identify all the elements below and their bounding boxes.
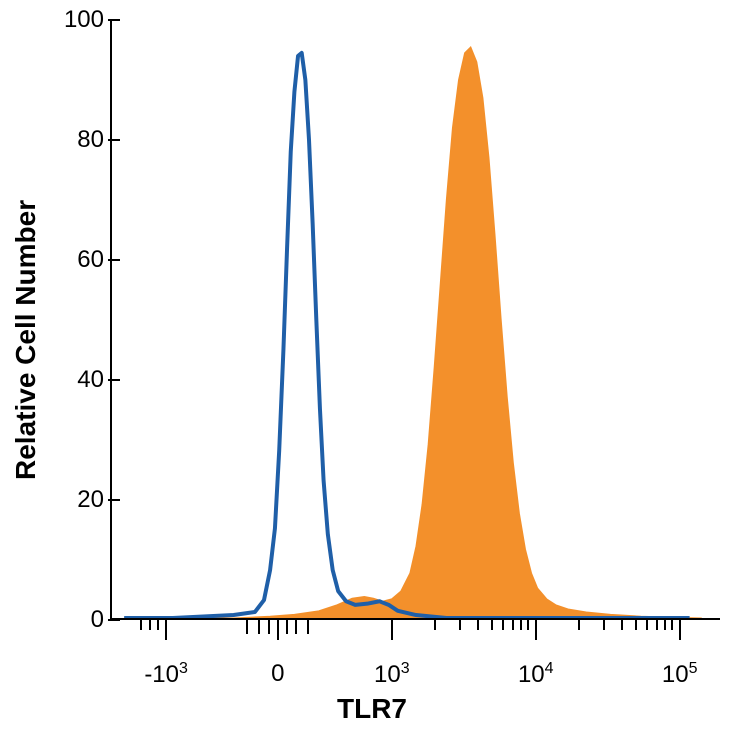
x-tick-minor [635, 620, 637, 630]
x-tick-major [165, 620, 167, 640]
x-tick-minor [656, 620, 658, 630]
y-tick-label: 60 [77, 246, 104, 274]
x-tick-minor [434, 620, 436, 630]
y-tick-label: 0 [91, 606, 104, 634]
x-tick-major [535, 620, 537, 640]
x-tick-minor [664, 620, 666, 630]
x-tick-major [679, 620, 681, 640]
x-tick-minor [477, 620, 479, 630]
y-tick [108, 619, 120, 621]
y-tick [108, 259, 120, 261]
y-tick [108, 379, 120, 381]
x-tick-label: 105 [662, 660, 698, 689]
y-axis-label: Relative Cell Number [10, 200, 42, 480]
x-tick-minor [621, 620, 623, 630]
x-tick-minor [512, 620, 514, 630]
x-tick-minor [246, 620, 248, 634]
y-tick [108, 139, 120, 141]
x-tick-major [277, 620, 279, 640]
x-tick-minor [671, 620, 673, 630]
x-tick-minor [502, 620, 504, 630]
y-tick-label: 40 [77, 366, 104, 394]
x-tick-minor [646, 620, 648, 630]
x-tick-label: 103 [374, 660, 410, 689]
y-tick [108, 499, 120, 501]
x-tick-minor [527, 620, 529, 630]
flow-cytometry-histogram: Relative Cell Number TLR7 0 20 40 60 80 100 -… [0, 0, 744, 745]
x-tick-label: 0 [271, 660, 284, 688]
x-tick-minor [603, 620, 605, 630]
x-tick-label: -103 [144, 660, 188, 689]
y-tick-label: 80 [77, 126, 104, 154]
x-tick-minor [520, 620, 522, 630]
x-tick-minor [149, 620, 151, 630]
x-tick-minor [157, 620, 159, 630]
y-tick [108, 19, 120, 21]
x-tick-minor [295, 620, 297, 634]
x-tick-minor [491, 620, 493, 630]
y-tick-label: 20 [77, 486, 104, 514]
plot-area [110, 20, 720, 620]
x-tick-minor [258, 620, 260, 634]
x-tick-minor [268, 620, 270, 634]
series-control [124, 53, 689, 618]
x-tick-label: 104 [518, 660, 554, 689]
x-tick-minor [459, 620, 461, 630]
x-tick-minor [578, 620, 580, 630]
x-tick-minor [140, 620, 142, 630]
y-tick-label: 100 [64, 6, 104, 34]
x-tick-minor [307, 620, 309, 634]
x-tick-minor [286, 620, 288, 634]
x-tick-major [391, 620, 393, 640]
x-axis-label: TLR7 [337, 693, 407, 725]
histogram-svg [112, 20, 720, 618]
series-sample [124, 47, 702, 618]
